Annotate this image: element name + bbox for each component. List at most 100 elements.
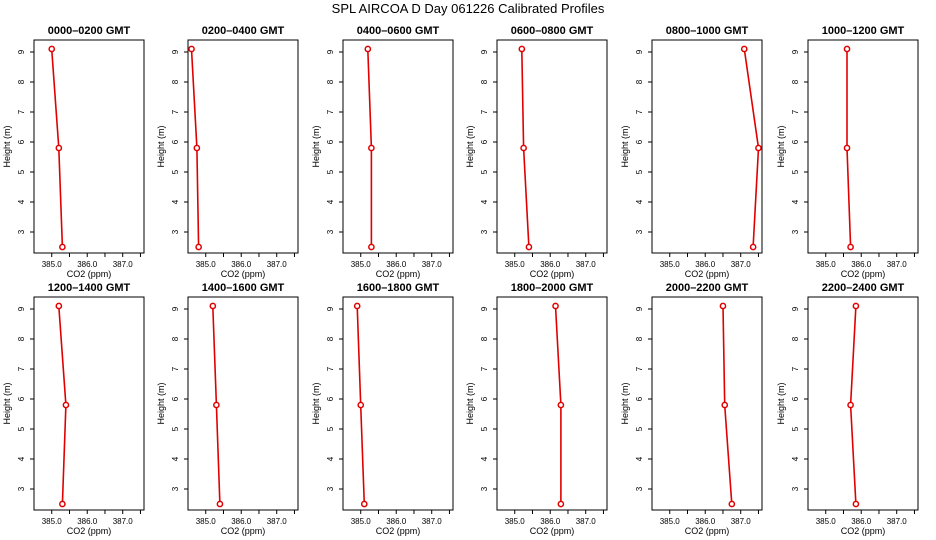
y-tick-label: 6	[17, 139, 26, 144]
x-tick-label: 386.0	[540, 517, 561, 526]
y-tick-label: 9	[326, 306, 335, 311]
panel-1: 0200–0400 GMT 385.0 386.0 387.0 3 4 5 6 7 8 9 CO2 (…	[156, 25, 299, 279]
y-tick-label: 6	[171, 396, 180, 401]
x-tick-label: 387.0	[576, 260, 597, 269]
y-tick-label: 6	[171, 139, 180, 144]
panel-8: 1600–1800 GMT 385.0 386.0 387.0 3 4 5 6 7 8 9 CO2 (…	[311, 282, 454, 536]
y-tick-label: 8	[480, 336, 489, 341]
y-tick-label: 6	[326, 396, 335, 401]
y-tick-label: 8	[326, 79, 335, 84]
data-point	[368, 243, 375, 251]
plot-frame	[342, 296, 454, 511]
x-axis-label: CO2 (ppm)	[685, 526, 730, 536]
y-tick-label: 7	[17, 109, 26, 114]
data-point	[48, 45, 56, 53]
x-tick-label: 385.0	[196, 517, 217, 526]
x-tick-label: 386.0	[77, 517, 98, 526]
data-point	[59, 500, 66, 508]
data-point	[557, 401, 565, 409]
data-point	[847, 243, 854, 251]
y-tick-label: 9	[791, 306, 800, 311]
data-point	[721, 401, 729, 409]
data-point	[843, 144, 851, 152]
panel-title: 1800–2000 GMT	[511, 282, 594, 294]
y-axis-label: Height (m)	[156, 382, 166, 424]
y-tick-label: 5	[791, 169, 800, 174]
x-axis-label: CO2 (ppm)	[67, 269, 112, 279]
x-tick-label: 387.0	[576, 517, 597, 526]
y-tick-label: 7	[791, 366, 800, 371]
x-tick-label: 385.0	[42, 260, 63, 269]
y-tick-label: 8	[17, 336, 26, 341]
data-point	[852, 500, 860, 508]
y-tick-label: 3	[480, 486, 489, 491]
y-tick-label: 9	[635, 49, 644, 54]
y-tick-label: 9	[791, 49, 800, 54]
y-tick-label: 4	[791, 199, 800, 204]
data-point	[368, 144, 375, 152]
x-axis-label: CO2 (ppm)	[376, 269, 421, 279]
y-tick-label: 3	[171, 486, 180, 491]
y-axis-label: Height (m)	[2, 382, 12, 424]
data-point	[847, 401, 854, 409]
x-axis-label: CO2 (ppm)	[841, 269, 886, 279]
y-tick-label: 9	[635, 306, 644, 311]
panel-2: 0400–0600 GMT 385.0 386.0 387.0 3 4 5 6 7 8 9 CO2 (…	[311, 25, 454, 279]
data-point	[552, 302, 559, 310]
data-point	[193, 144, 201, 152]
y-tick-label: 9	[326, 49, 335, 54]
x-axis-label: CO2 (ppm)	[376, 526, 421, 536]
y-tick-label: 5	[480, 426, 489, 431]
y-tick-label: 4	[635, 456, 644, 461]
y-tick-label: 9	[17, 49, 26, 54]
panel-4: 0800–1000 GMT 385.0 386.0 387.0 3 4 5 6 7 8 9 CO2 (…	[620, 25, 763, 279]
data-point	[55, 302, 63, 310]
data-point	[209, 302, 217, 310]
data-point	[188, 45, 195, 53]
y-tick-label: 5	[791, 426, 800, 431]
data-point	[520, 144, 527, 152]
x-axis-label: CO2 (ppm)	[530, 269, 575, 279]
x-tick-label: 385.0	[42, 517, 63, 526]
y-tick-label: 3	[635, 229, 644, 234]
x-tick-label: 386.0	[231, 260, 252, 269]
plot-frame	[342, 39, 454, 254]
x-axis-label: CO2 (ppm)	[67, 526, 112, 536]
y-axis-label: Height (m)	[776, 125, 786, 167]
data-point	[360, 500, 368, 508]
data-point	[353, 302, 361, 310]
panel-7: 1400–1600 GMT 385.0 386.0 387.0 3 4 5 6 7 8 9 CO2 (…	[156, 282, 299, 536]
panel-11: 2200–2400 GMT 385.0 386.0 387.0 3 4 5 6 7 8 9 CO2 (…	[776, 282, 919, 536]
y-tick-label: 7	[480, 366, 489, 371]
x-tick-label: 387.0	[422, 517, 443, 526]
y-tick-label: 6	[791, 139, 800, 144]
data-point	[719, 302, 727, 310]
y-tick-label: 5	[635, 426, 644, 431]
panel-title: 1200–1400 GMT	[48, 282, 131, 294]
panel-title: 1600–1800 GMT	[357, 282, 440, 294]
y-tick-label: 3	[326, 229, 335, 234]
panel-title: 0800–1000 GMT	[666, 25, 749, 37]
y-tick-label: 8	[635, 336, 644, 341]
y-tick-label: 8	[171, 336, 180, 341]
panel-title: 0600–0800 GMT	[511, 25, 594, 37]
plot-frame	[187, 39, 299, 254]
y-tick-label: 6	[635, 396, 644, 401]
x-tick-label: 387.0	[267, 517, 288, 526]
panel-9: 1800–2000 GMT 385.0 386.0 387.0 3 4 5 6 7 8 9 CO2 (…	[465, 282, 608, 536]
x-axis-label: CO2 (ppm)	[685, 269, 730, 279]
y-tick-label: 6	[326, 139, 335, 144]
figure-title: SPL AIRCOA D Day 061226 Calibrated Profi…	[331, 1, 605, 16]
y-tick-label: 4	[17, 199, 26, 204]
panel-title: 2000–2200 GMT	[666, 282, 749, 294]
x-axis-label: CO2 (ppm)	[841, 526, 886, 536]
data-point	[59, 243, 66, 251]
y-axis-label: Height (m)	[776, 382, 786, 424]
y-tick-label: 7	[326, 366, 335, 371]
panel-0: 0000–0200 GMT 385.0 386.0 387.0 3 4 5 6 7 8 9 CO2 (…	[2, 25, 145, 279]
x-tick-label: 386.0	[695, 517, 716, 526]
panel-title: 0200–0400 GMT	[202, 25, 285, 37]
x-tick-label: 387.0	[422, 260, 443, 269]
x-tick-label: 386.0	[231, 517, 252, 526]
